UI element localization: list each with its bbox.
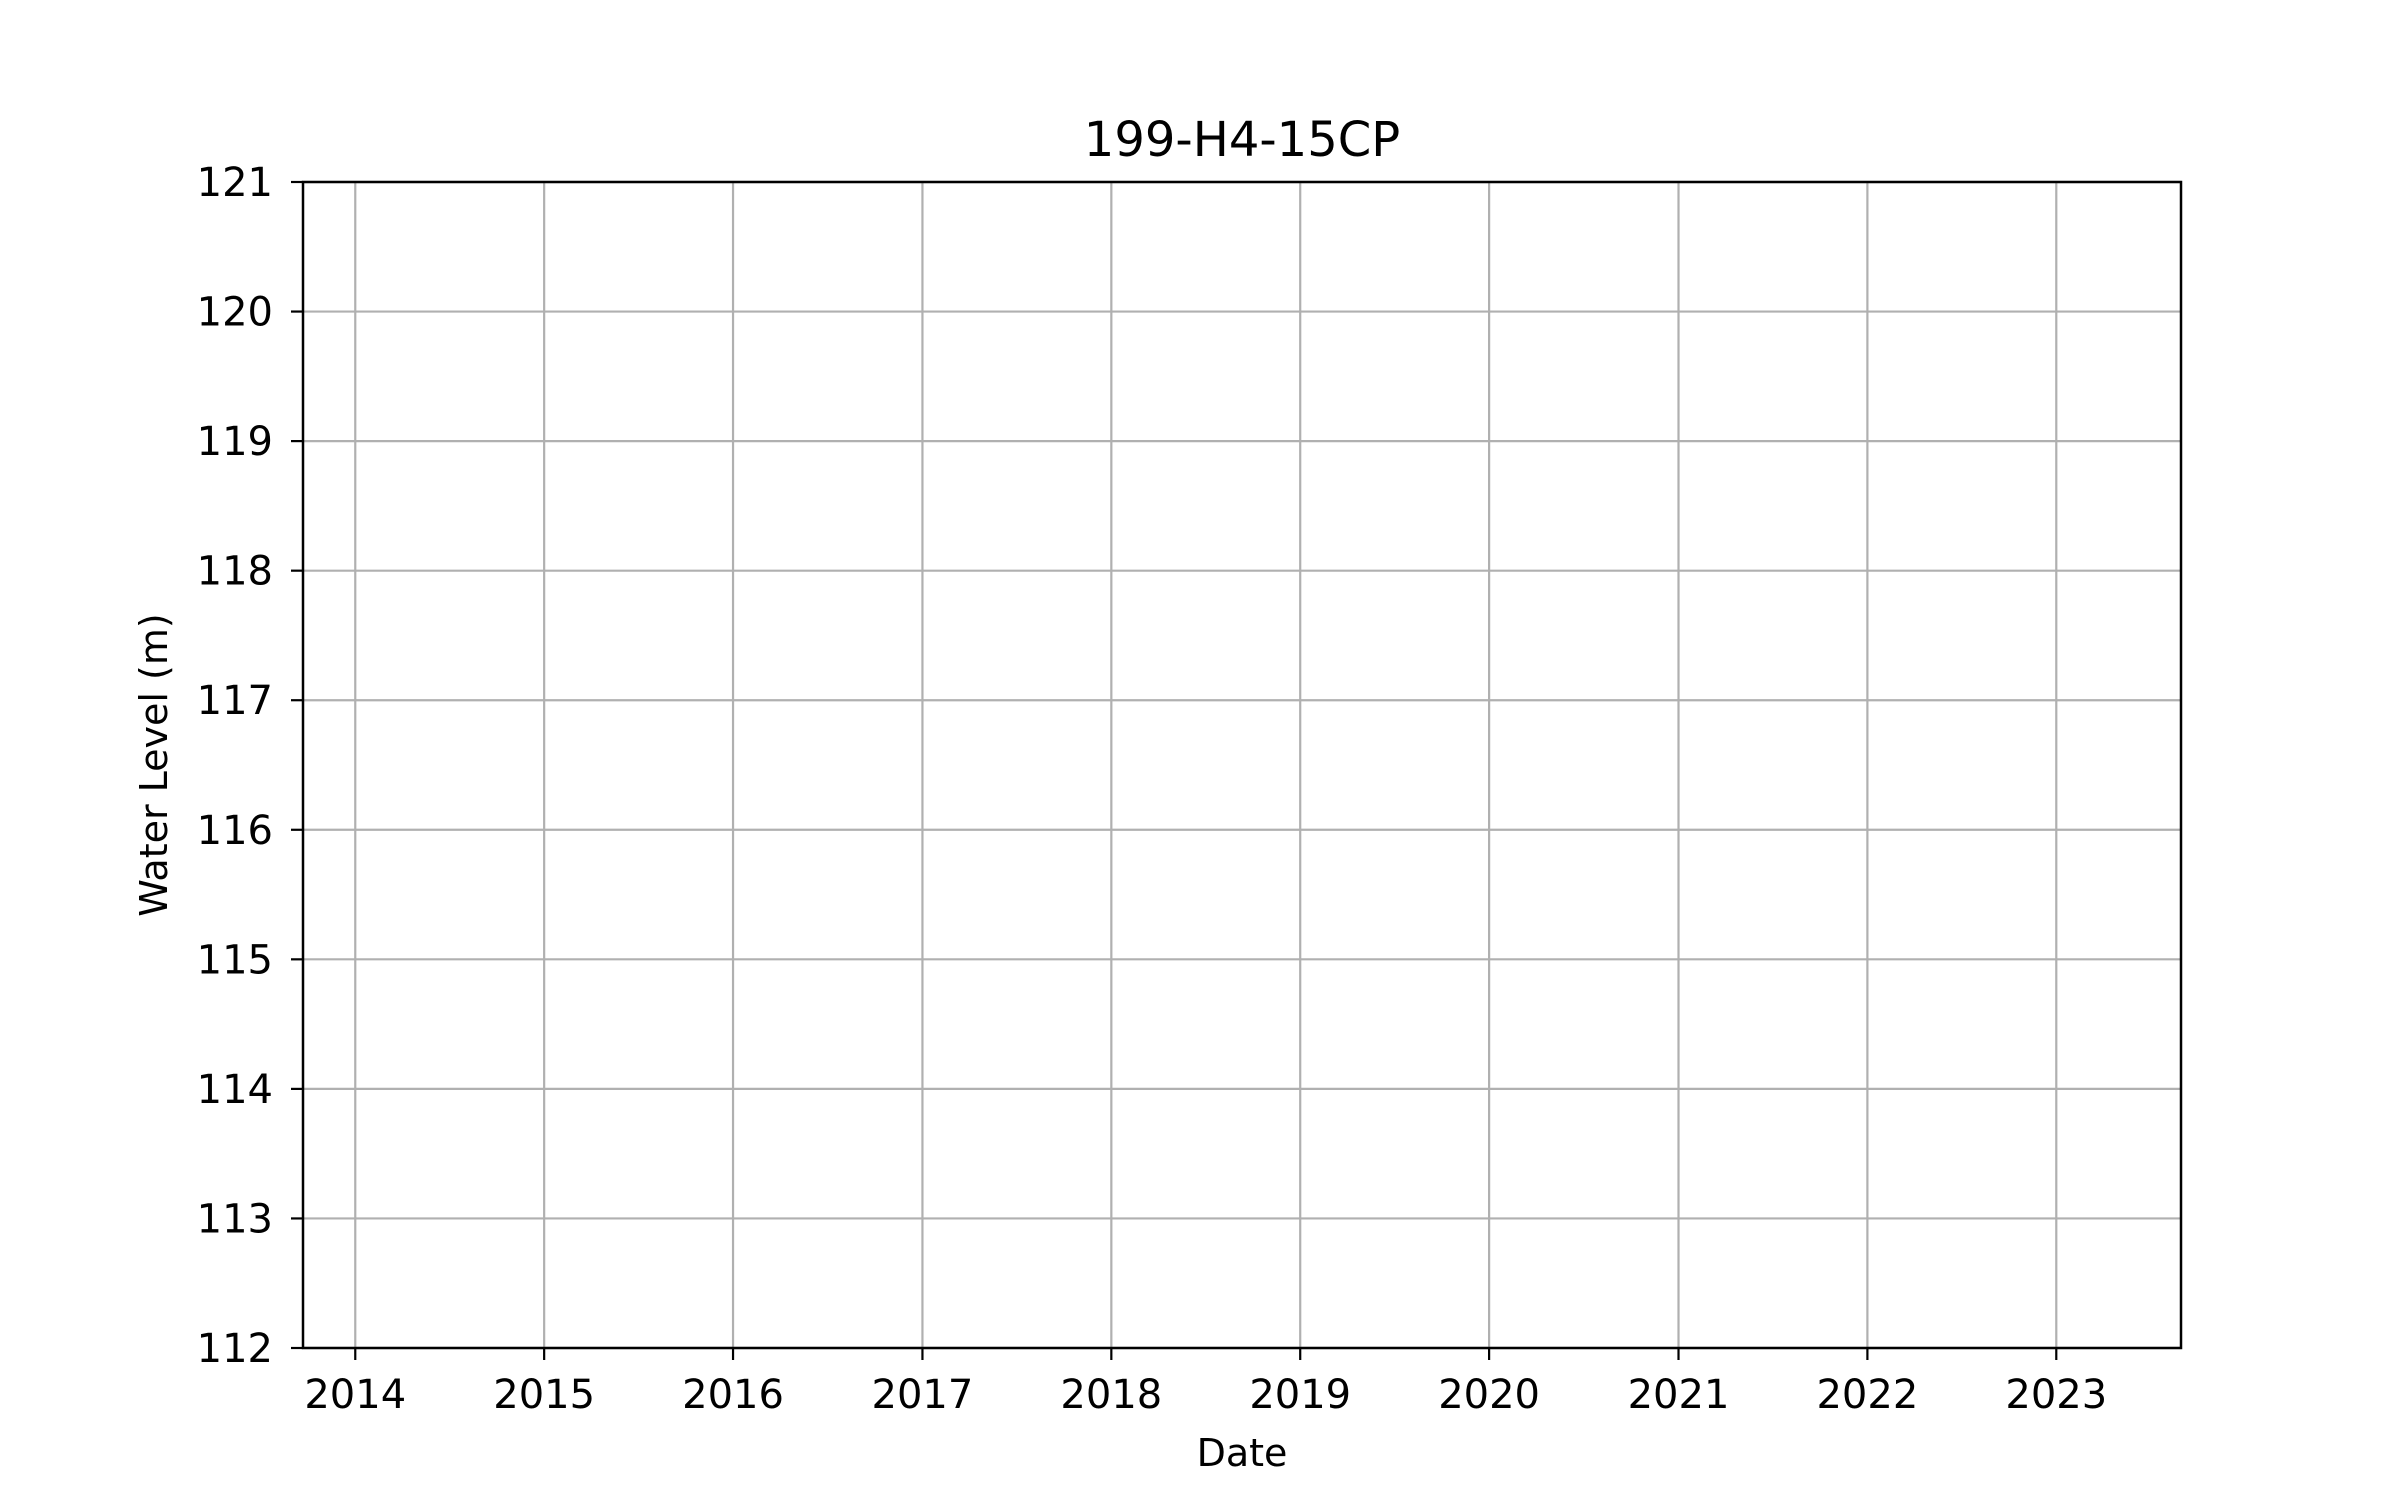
x-tick-label: 2023 (2005, 1372, 2107, 1418)
x-tick-label: 2021 (1628, 1372, 1730, 1418)
x-tick-label: 2019 (1249, 1372, 1351, 1418)
x-tick-label: 2022 (1816, 1372, 1918, 1418)
axis-ticks: 2014 2015 2016 2017 2018 2019 2020 2021 2022 2023… (197, 160, 2108, 1418)
y-tick-label: 113 (197, 1196, 273, 1242)
x-tick-label: 2017 (872, 1372, 974, 1418)
y-tick-label: 118 (197, 549, 273, 595)
x-tick-label: 2020 (1438, 1372, 1540, 1418)
plot-frame (301, 180, 2183, 1350)
y-tick-label: 116 (197, 808, 273, 854)
y-axis-label: Water Level (m) (132, 613, 176, 916)
y-tick-label: 120 (197, 290, 273, 336)
x-tick-label: 2016 (682, 1372, 784, 1418)
chart-title: 199-H4-15CP (1084, 112, 1400, 168)
x-tick-label: 2018 (1060, 1372, 1162, 1418)
y-tick-label: 117 (197, 678, 273, 724)
y-tick-label: 112 (197, 1326, 273, 1372)
y-tick-label: 115 (197, 937, 273, 983)
y-tick-label: 119 (197, 419, 273, 465)
y-tick-label: 114 (197, 1067, 273, 1113)
x-tick-label: 2015 (493, 1372, 595, 1418)
x-tick-label: 2014 (304, 1372, 406, 1418)
y-tick-label: 121 (197, 160, 273, 206)
x-axis-label: Date (1197, 1431, 1288, 1475)
